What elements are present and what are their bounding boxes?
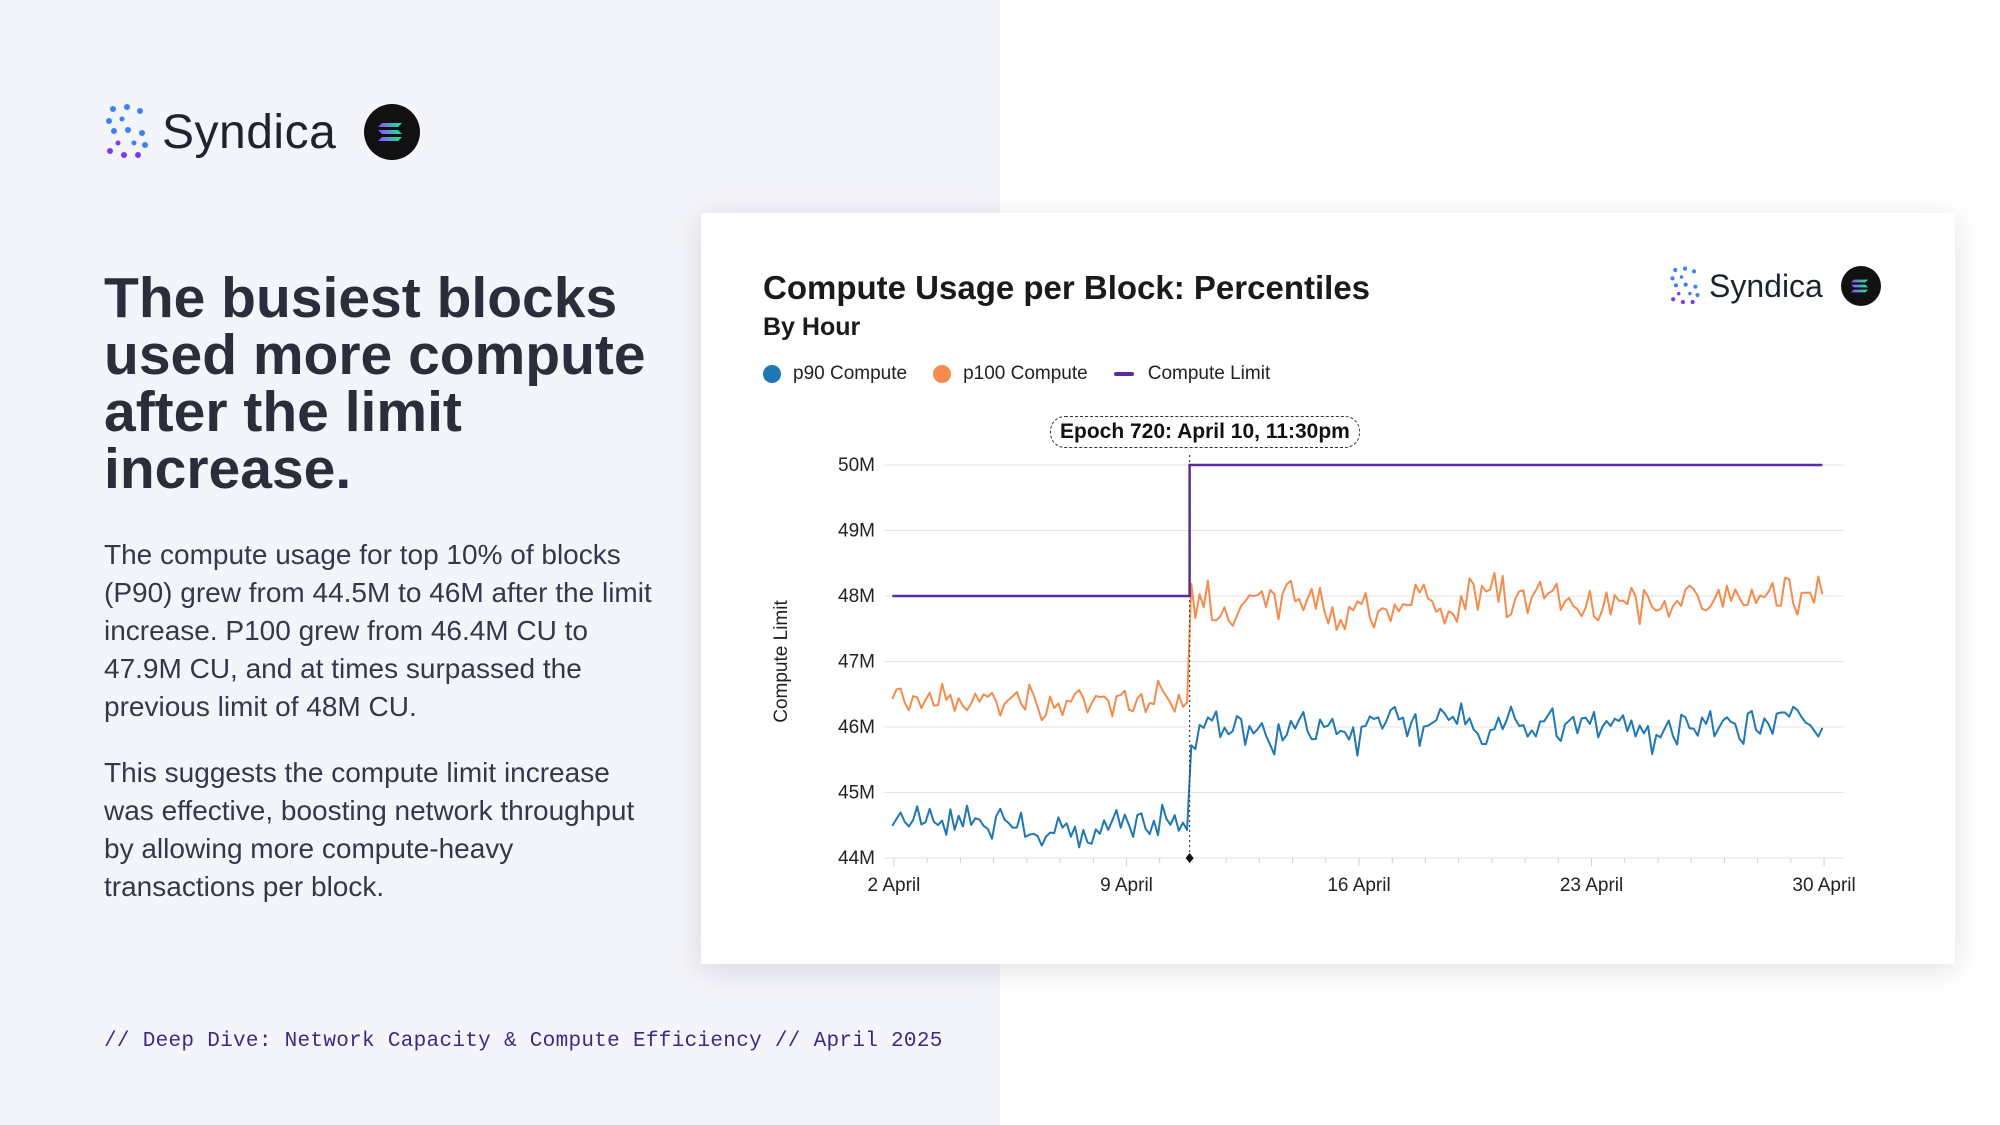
syndica-logo-icon — [106, 104, 148, 158]
chart-title: Compute Usage per Block: Percentiles — [763, 269, 1371, 306]
x-tick-label: 23 April — [1560, 875, 1623, 896]
legend-marker-p100 — [933, 365, 952, 383]
solana-logo-icon — [1840, 266, 1881, 306]
series-line-p90 — [891, 702, 1824, 849]
solana-logo-icon — [364, 104, 421, 160]
x-tick-label: 2 April — [868, 875, 921, 896]
body-paragraph-2: This suggests the compute limit increase… — [104, 757, 635, 902]
legend-label-p100: p100 Compute — [963, 363, 1088, 384]
card-brand-name: Syndica — [1709, 267, 1823, 304]
headline: The busiest blocks used more compute aft… — [104, 266, 646, 501]
legend-marker-p90 — [763, 365, 781, 383]
x-tick-label: 30 April — [1792, 875, 1855, 896]
x-tick-label: 16 April — [1327, 875, 1390, 896]
brand-logo: Syndica — [104, 102, 421, 162]
brand-name: Syndica — [162, 105, 337, 159]
body-paragraph-1: The compute usage for top 10% of blocks … — [104, 539, 652, 722]
x-tick-label: 9 April — [1100, 875, 1153, 896]
y-tick-label: 46M — [838, 717, 875, 738]
legend-label-limit: Compute Limit — [1147, 363, 1271, 384]
y-tick-label: 49M — [838, 521, 875, 542]
y-tick-label: 50M — [838, 455, 875, 476]
chart-plot: 44M 45M 46M 47M 48M 49M 50M 2 April 9 April 16 Ap… — [771, 455, 1856, 896]
y-tick-label: 48M — [838, 586, 875, 607]
y-tick-label: 44M — [838, 848, 875, 869]
y-tick-label: 47M — [838, 652, 875, 673]
footer: // Deep Dive: Network Capacity & Compute… — [104, 1030, 943, 1053]
chart-card: Compute Usage per Block: Percentiles By … — [701, 213, 1955, 964]
card-brand-logo: Syndica — [1669, 263, 1881, 309]
annotation-marker — [1185, 853, 1194, 863]
series-line-p100 — [891, 571, 1824, 722]
legend-item-p100: p100 Compute — [933, 363, 1088, 385]
y-tick-label: 45M — [838, 783, 875, 804]
epoch-annotation: Epoch 720: April 10, 11:30pm — [1050, 416, 1360, 448]
legend-label-p90: p90 Compute — [793, 363, 908, 384]
chart-subtitle: By Hour — [763, 313, 861, 341]
legend-item-p90: p90 Compute — [763, 363, 907, 385]
y-axis-title: Compute Limit — [771, 600, 792, 723]
legend-marker-limit — [1113, 372, 1134, 376]
chart-legend: p90 Compute p100 Compute Compute Limit — [763, 363, 1296, 385]
legend-item-limit: Compute Limit — [1113, 363, 1271, 385]
syndica-logo-icon — [1670, 266, 1700, 305]
